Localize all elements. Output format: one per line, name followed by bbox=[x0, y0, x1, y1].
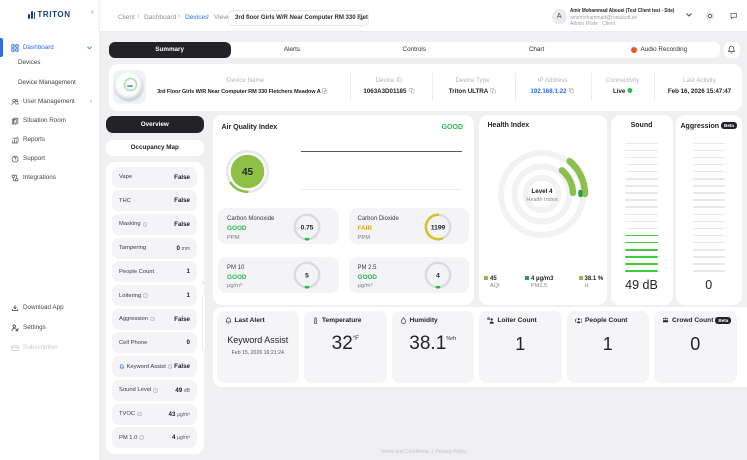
svg-text:0.75: 0.75 bbox=[301, 224, 314, 231]
svg-text:45: 45 bbox=[241, 167, 253, 178]
svg-text:1199: 1199 bbox=[430, 224, 445, 231]
svg-text:Level 4: Level 4 bbox=[532, 188, 554, 195]
svg-text:4: 4 bbox=[436, 273, 440, 280]
svg-text:5: 5 bbox=[305, 273, 309, 280]
svg-text:Health Index: Health Index bbox=[527, 197, 559, 203]
